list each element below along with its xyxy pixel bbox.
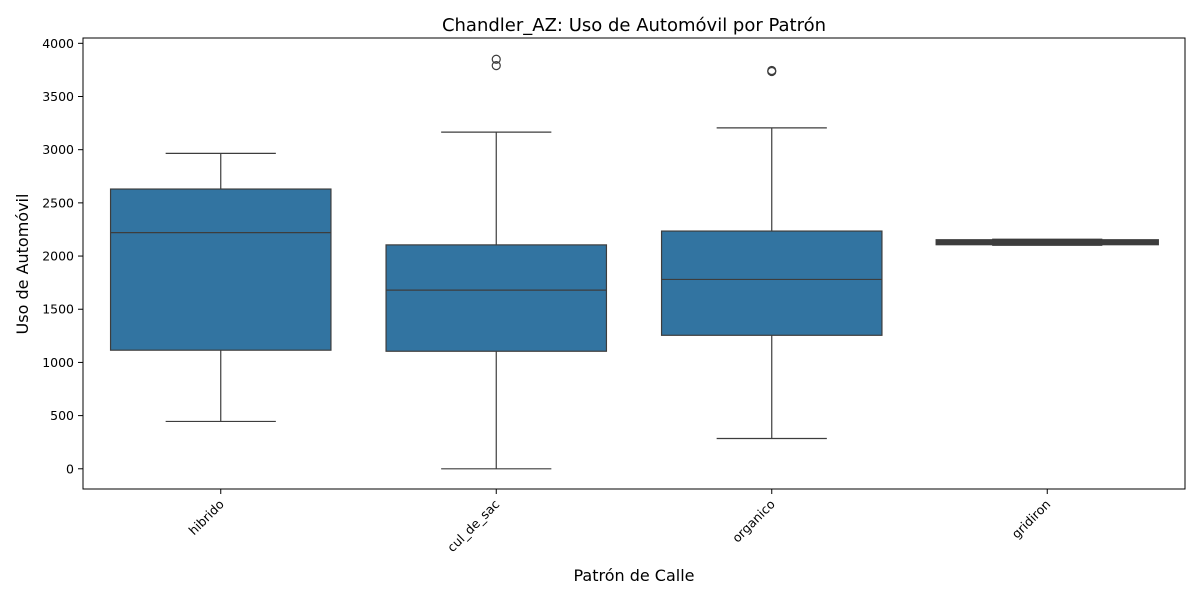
y-tick-label-1000: 1000: [42, 355, 74, 370]
iqr-box-organico: [660, 230, 883, 336]
y-axis-label: Uso de Automóvil: [13, 194, 32, 335]
outlier-cul_de_sac-1: [491, 54, 501, 64]
x-tick-label-hibrido: hibrido: [185, 497, 226, 538]
y-tick-label-4000: 4000: [42, 36, 74, 51]
chart-title: Chandler_AZ: Uso de Automóvil por Patrón: [442, 15, 826, 36]
iqr-box-cul_de_sac: [385, 244, 608, 352]
outlier-organico-1: [767, 65, 777, 76]
x-tick-label-gridiron: gridiron: [1009, 497, 1054, 542]
plot-area: [109, 54, 1159, 470]
y-tick-label-2000: 2000: [42, 249, 74, 264]
box-group-gridiron: [935, 238, 1159, 246]
box-group-hibrido: [109, 152, 332, 423]
plot-frame: [82, 37, 1186, 490]
box-group-organico: [660, 65, 883, 440]
iqr-box-hibrido: [109, 188, 332, 351]
x-tick-label-organico: organico: [729, 497, 778, 546]
x-axis-label: Patrón de Calle: [573, 566, 694, 585]
y-tick-label-3500: 3500: [42, 89, 74, 104]
y-axis: 0 500 1000 1500 2000 2500 3000 3500 4000: [42, 36, 83, 476]
y-tick-label-3000: 3000: [42, 142, 74, 157]
y-tick-label-0: 0: [66, 461, 74, 476]
box-group-cul_de_sac: [385, 54, 608, 470]
outlier-cul_de_sac-0: [491, 61, 501, 71]
x-tick-label-cul_de_sac: cul_de_sac: [444, 496, 502, 554]
y-tick-label-2500: 2500: [42, 195, 74, 210]
x-axis: hibrido cul_de_sac organico gridiron: [185, 489, 1053, 555]
y-tick-label-500: 500: [50, 408, 74, 423]
y-tick-label-1500: 1500: [42, 302, 74, 317]
